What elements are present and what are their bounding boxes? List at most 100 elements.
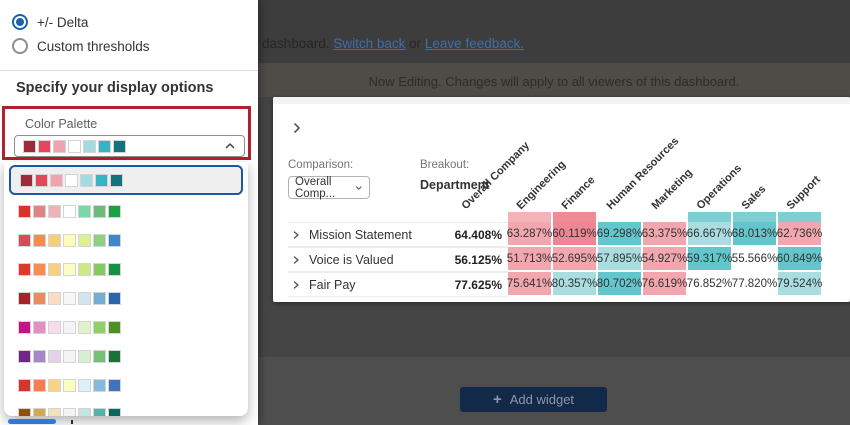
palette-option[interactable]	[4, 226, 248, 255]
radio-unselected-icon[interactable]	[12, 38, 28, 54]
value-cell: 69.298%	[597, 222, 643, 247]
column-header: Sales	[733, 115, 778, 212]
palette-option-swatches	[18, 234, 121, 247]
palette-swatch	[33, 321, 46, 334]
palette-swatch	[93, 292, 106, 305]
palette-swatch	[93, 321, 106, 334]
radio-selected-icon[interactable]	[12, 14, 28, 30]
chevron-down-icon	[356, 185, 363, 190]
palette-option[interactable]	[4, 197, 248, 226]
plus-icon: +	[492, 391, 502, 408]
value-cell: 68.013%	[732, 222, 778, 247]
palette-option-swatches	[18, 205, 121, 218]
palette-swatch	[48, 350, 61, 363]
widget-header-strip	[273, 97, 850, 104]
column-header: Finance	[553, 115, 598, 212]
palette-option[interactable]	[4, 255, 248, 284]
preview-notification: dashboard. Switch back or Leave feedback…	[262, 36, 524, 51]
palette-swatch	[33, 234, 46, 247]
value-cell: 59.317%	[687, 247, 733, 272]
value-cell: 60.849%	[777, 247, 823, 272]
dimmed-top-bar	[258, 0, 850, 63]
palette-option-swatches	[18, 263, 121, 276]
palette-swatch	[48, 205, 61, 218]
palette-swatch	[48, 263, 61, 276]
comparison-select[interactable]: Overall Comp...	[288, 175, 370, 200]
comparison-label: Comparison:	[288, 159, 354, 171]
value-cell: 57.895%	[597, 247, 643, 272]
palette-option[interactable]	[4, 284, 248, 313]
breakout-value: Department	[420, 178, 490, 192]
band-cell	[508, 212, 553, 222]
palette-option-swatches	[18, 379, 121, 392]
value-cell: 79.524%	[777, 272, 823, 297]
palette-swatch	[108, 379, 121, 392]
band-cell	[553, 212, 598, 222]
horizontal-scrollbar-thumb[interactable]	[8, 419, 56, 424]
palette-option[interactable]	[4, 371, 248, 400]
palette-swatch	[63, 234, 76, 247]
palette-swatch	[33, 408, 46, 416]
chevron-right-icon[interactable]	[290, 121, 304, 135]
palette-swatch	[63, 263, 76, 276]
value-cell: 63.375%	[642, 222, 688, 247]
palette-swatch	[50, 173, 63, 187]
palette-swatch	[110, 173, 123, 187]
palette-option-swatches	[18, 321, 121, 334]
palette-swatch	[33, 263, 46, 276]
leave-feedback-link[interactable]: Leave feedback.	[424, 36, 524, 51]
add-widget-button[interactable]: + Add widget	[460, 387, 607, 412]
selected-palette-swatches	[23, 139, 126, 153]
palette-swatch	[33, 205, 46, 218]
column-header: Marketing	[643, 115, 694, 212]
value-cell: 52.695%	[552, 247, 598, 272]
color-palette-select[interactable]	[14, 135, 245, 157]
notification-connector: or	[409, 36, 422, 51]
palette-swatch	[93, 205, 106, 218]
palette-swatch	[33, 379, 46, 392]
palette-swatch	[93, 263, 106, 276]
palette-option[interactable]	[9, 165, 243, 195]
band-cell	[688, 212, 733, 222]
palette-swatch	[63, 321, 76, 334]
row-label-cell: Voice is Valued	[288, 247, 443, 272]
radio-custom-thresholds[interactable]: Custom thresholds	[12, 38, 150, 54]
value-cell: 76.619%	[642, 272, 688, 297]
palette-swatch	[63, 205, 76, 218]
overall-value-cell: 77.625%	[443, 272, 508, 297]
value-cell: 76.852%	[687, 272, 733, 297]
palette-swatch	[108, 263, 121, 276]
palette-swatch	[23, 139, 36, 153]
palette-swatch	[18, 205, 31, 218]
value-cell: 51.713%	[507, 247, 553, 272]
palette-swatch	[18, 379, 31, 392]
palette-swatch	[108, 408, 121, 416]
value-cell: 63.287%	[507, 222, 553, 247]
row-expand-chevron-icon[interactable]	[291, 255, 301, 265]
palette-swatch	[78, 350, 91, 363]
palette-option-swatches	[18, 408, 121, 416]
palette-option[interactable]	[4, 400, 248, 416]
switch-back-link[interactable]: Switch back	[333, 36, 406, 51]
column-header: Support	[778, 115, 823, 212]
palette-option[interactable]	[4, 342, 248, 371]
palette-swatch	[108, 321, 121, 334]
palette-swatch	[108, 205, 121, 218]
palette-option[interactable]	[4, 313, 248, 342]
value-cell: 80.357%	[552, 272, 598, 297]
palette-swatch	[95, 173, 108, 187]
divider	[0, 70, 258, 71]
row-expand-chevron-icon[interactable]	[291, 280, 301, 290]
value-cell: 62.736%	[777, 222, 823, 247]
section-title: Specify your display options	[16, 80, 214, 96]
column-header: Overall Company	[443, 115, 531, 212]
value-cell: 80.702%	[597, 272, 643, 297]
palette-swatch	[63, 379, 76, 392]
value-cell: 54.927%	[642, 247, 688, 272]
comparison-value: Overall Comp...	[295, 175, 336, 200]
radio-delta[interactable]: +/- Delta	[12, 14, 88, 30]
palette-swatch	[65, 173, 78, 187]
palette-swatch	[53, 139, 66, 153]
row-expand-chevron-icon[interactable]	[291, 230, 301, 240]
